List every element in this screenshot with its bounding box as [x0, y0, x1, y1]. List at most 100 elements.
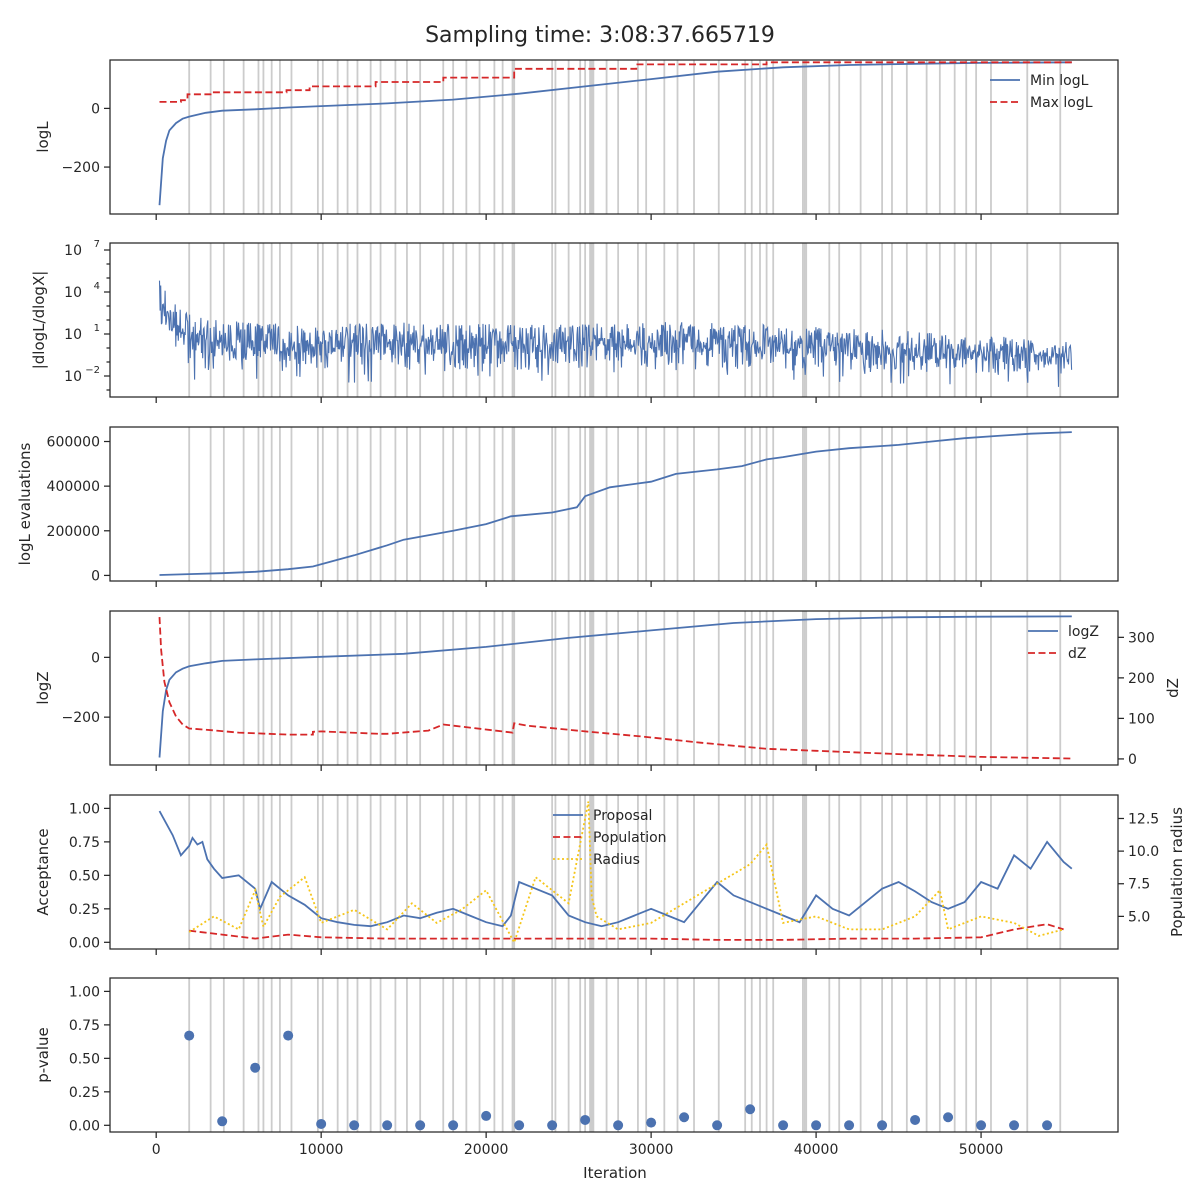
pvalue-point [976, 1120, 987, 1131]
y-tick-label: 200000 [47, 524, 100, 540]
pvalue-point [910, 1114, 921, 1125]
y-tick-exponent: −2 [85, 365, 100, 376]
max-logl-series-line [159, 61, 1072, 103]
y-axis-label: p-value [34, 1027, 52, 1083]
y-right-tick-label: 7.5 [1128, 877, 1150, 893]
dz-series-line [158, 617, 1072, 760]
legend-label: Proposal [593, 808, 652, 824]
y-tick-label: 0.50 [69, 1051, 100, 1067]
proposal-series-line [158, 810, 1073, 928]
x-tick-label: 0 [152, 1142, 161, 1158]
x-axis-label: Iteration [583, 1164, 647, 1182]
y-tick-label: 0 [91, 650, 100, 666]
legend-label: Max logL [1030, 95, 1093, 111]
y-tick-label: 0.00 [69, 935, 100, 951]
y-tick-label: 0 [91, 568, 100, 584]
y-axis-label: logL evaluations [16, 442, 34, 565]
pvalue-point [316, 1118, 327, 1129]
plot-area [159, 427, 1072, 581]
pvalue-point [580, 1114, 591, 1125]
x-tick-label: 20000 [464, 1142, 509, 1158]
pvalue-point [415, 1120, 426, 1131]
x-tick-label: 40000 [794, 1142, 839, 1158]
y-axis-label: logL [34, 121, 52, 153]
axes-frame [109, 426, 1119, 582]
legend-acceptance: Proposal Population Radius [553, 808, 667, 868]
evaluations-series-line [159, 431, 1072, 576]
plot-area [158, 60, 1072, 214]
y-tick-label: 10 [64, 243, 82, 259]
y-right-tick-label: 12.5 [1128, 811, 1159, 827]
y-tick-label: 0.00 [69, 1118, 100, 1134]
pvalue-point [745, 1104, 756, 1115]
legend-label: Radius [593, 852, 640, 868]
y-tick-label: 0.50 [69, 868, 100, 884]
pvalue-point [1042, 1120, 1053, 1131]
y-right-tick-label: 10.0 [1128, 844, 1159, 860]
pvalue-point [778, 1120, 789, 1131]
y-tick-exponent: 1 [94, 323, 100, 334]
pvalue-point [448, 1120, 459, 1131]
y-tick-label: 1.00 [69, 801, 100, 817]
y-right-axis-label: Population radius [1168, 807, 1186, 937]
legend-label: Population [593, 830, 667, 846]
pvalue-point [679, 1112, 690, 1123]
pvalue-point [481, 1110, 492, 1121]
panel-pvalue: 0 10000 20000 30000 40000 50000 0.00 0.25 0.50 0.… [34, 977, 1119, 1158]
legend-logL: Min logL Max logL [990, 73, 1093, 111]
pvalue-point [844, 1120, 855, 1131]
y-tick-exponent: 4 [94, 281, 100, 292]
y-tick-label: −200 [62, 160, 100, 176]
y-axis-label: Acceptance [34, 828, 52, 915]
panel-logL: −200 0 logL [34, 59, 1119, 220]
y-right-tick-label: 200 [1128, 671, 1155, 687]
y-tick-label: 1.00 [69, 984, 100, 1000]
pvalue-point [613, 1120, 624, 1131]
y-tick-label: 10 [64, 327, 82, 343]
axes-frame [109, 610, 1119, 766]
y-right-axis-label: dZ [1164, 678, 1182, 698]
pvalue-point [184, 1030, 195, 1041]
y-right-tick-label: 300 [1128, 630, 1155, 646]
radius-series-line [188, 801, 1064, 945]
y-tick-label: 0.25 [69, 902, 100, 918]
plot-area [184, 978, 1062, 1132]
y-tick-label: 0 [91, 101, 100, 117]
y-axis-label: logZ [34, 671, 52, 704]
logz-series-line [158, 615, 1072, 758]
y-tick-label: −200 [62, 710, 100, 726]
x-tick-label: 30000 [629, 1142, 674, 1158]
gradient-series-line [158, 280, 1073, 387]
pvalue-point [382, 1120, 393, 1131]
axes-frame [109, 794, 1119, 950]
plot-area [158, 795, 1073, 949]
pvalue-point [646, 1117, 657, 1128]
x-tick-label: 10000 [299, 1142, 344, 1158]
pvalue-point [217, 1116, 228, 1127]
plot-area [158, 243, 1073, 397]
pvalue-point [712, 1120, 723, 1131]
legend-label: logZ [1068, 624, 1099, 640]
legend-label: Min logL [1030, 73, 1089, 89]
plot-area [158, 611, 1072, 765]
x-tick-label: 50000 [959, 1142, 1004, 1158]
pvalue-point [943, 1112, 954, 1123]
axes-frame [109, 977, 1119, 1133]
y-right-tick-label: 5.0 [1128, 909, 1150, 925]
y-tick-exponent: 7 [94, 239, 100, 250]
pvalue-point [811, 1120, 822, 1131]
pvalue-point [1009, 1120, 1020, 1131]
y-tick-label: 0.75 [69, 1018, 100, 1034]
legend-evidence: logZ dZ [1028, 624, 1099, 662]
pvalue-point [877, 1120, 888, 1131]
y-tick-label: 600000 [47, 435, 100, 451]
y-tick-label: 10 [64, 369, 82, 385]
min-logl-series-line [158, 61, 1072, 206]
pvalue-point [349, 1120, 360, 1131]
panel-evaluations: 0 200000 400000 600000 logL evaluations [16, 426, 1119, 587]
panel-acceptance: 0.00 0.25 0.50 0.75 1.00 5.0 7.5 10.0 12.5 Accept… [34, 794, 1186, 955]
legend-label: dZ [1068, 646, 1086, 662]
